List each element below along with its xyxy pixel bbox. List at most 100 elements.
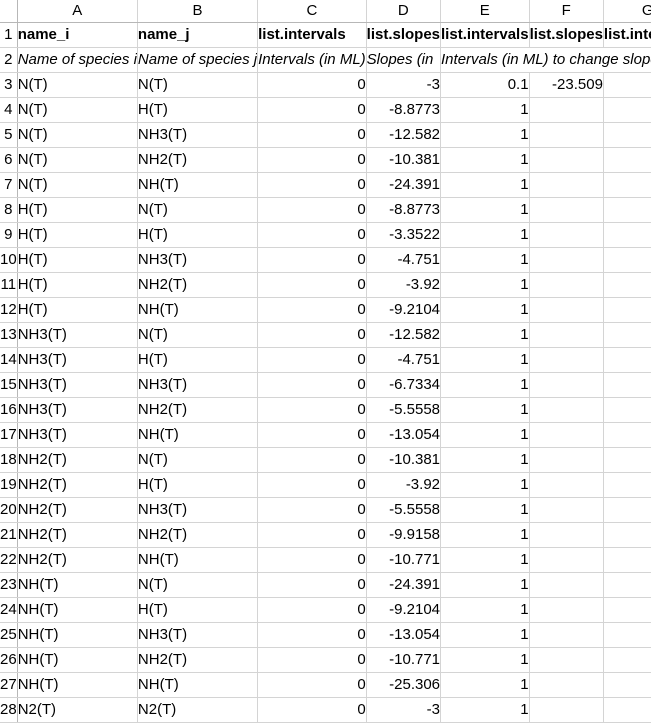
cell-a[interactable]: H(T)	[17, 297, 138, 323]
cell-c[interactable]: 0	[257, 647, 367, 673]
cell-e[interactable]: 1	[440, 697, 530, 723]
cell-a[interactable]: N2(T)	[17, 697, 138, 723]
cell-f[interactable]	[529, 597, 604, 623]
cell-f[interactable]	[529, 147, 604, 173]
cell-c[interactable]: 0	[257, 447, 367, 473]
cell-b[interactable]: N(T)	[137, 447, 259, 473]
cell-b[interactable]: H(T)	[137, 472, 259, 498]
row-header[interactable]: 20	[0, 497, 18, 523]
cell-f3[interactable]: -23.509	[529, 72, 604, 98]
cell-a[interactable]: H(T)	[17, 197, 138, 223]
cell-d[interactable]: -3.92	[366, 272, 442, 298]
row-header[interactable]: 27	[0, 672, 18, 698]
column-header-c[interactable]: C	[257, 0, 367, 23]
cell-d3[interactable]: -3	[366, 72, 442, 98]
row-header[interactable]: 26	[0, 647, 18, 673]
cell-e[interactable]: 1	[440, 497, 530, 523]
cell-e[interactable]: 1	[440, 672, 530, 698]
row-header[interactable]: 6	[0, 147, 18, 173]
cell-a[interactable]: H(T)	[17, 272, 138, 298]
cell-c[interactable]: 0	[257, 397, 367, 423]
cell-d[interactable]: -4.751	[366, 347, 442, 373]
cell-e[interactable]: 1	[440, 197, 530, 223]
cell-b[interactable]: NH3(T)	[137, 122, 259, 148]
cell-c[interactable]: 0	[257, 497, 367, 523]
cell-g[interactable]	[603, 247, 651, 273]
cell-e[interactable]: 1	[440, 472, 530, 498]
cell-a[interactable]: NH(T)	[17, 622, 138, 648]
cell-e[interactable]: 1	[440, 247, 530, 273]
cell-f[interactable]	[529, 247, 604, 273]
cell-e2[interactable]: Intervals (in ML) to change slopes.	[440, 47, 651, 73]
cell-b[interactable]: NH2(T)	[137, 147, 259, 173]
cell-c[interactable]: 0	[257, 147, 367, 173]
column-header-b[interactable]: B	[137, 0, 259, 23]
cell-c[interactable]: 0	[257, 172, 367, 198]
row-header[interactable]: 10	[0, 247, 18, 273]
row-header[interactable]: 18	[0, 447, 18, 473]
cell-e[interactable]: 1	[440, 547, 530, 573]
cell-d[interactable]: -9.9158	[366, 522, 442, 548]
cell-d2[interactable]: Slopes (in	[366, 47, 442, 73]
cell-d[interactable]: -9.2104	[366, 297, 442, 323]
cell-c[interactable]: 0	[257, 222, 367, 248]
cell-e[interactable]: 1	[440, 272, 530, 298]
cell-f[interactable]	[529, 547, 604, 573]
cell-f[interactable]	[529, 122, 604, 148]
row-header[interactable]: 16	[0, 397, 18, 423]
cell-a[interactable]: NH3(T)	[17, 422, 138, 448]
cell-e[interactable]: 1	[440, 622, 530, 648]
cell-c[interactable]: 0	[257, 472, 367, 498]
cell-c[interactable]: 0	[257, 547, 367, 573]
cell-e[interactable]: 1	[440, 97, 530, 123]
cell-f1[interactable]: list.slopes	[529, 22, 604, 48]
cell-g[interactable]	[603, 697, 651, 723]
cell-g[interactable]	[603, 372, 651, 398]
cell-d[interactable]: -10.771	[366, 647, 442, 673]
cell-b[interactable]: NH3(T)	[137, 247, 259, 273]
cell-g[interactable]	[603, 572, 651, 598]
cell-a[interactable]: NH3(T)	[17, 397, 138, 423]
cell-a[interactable]: N(T)	[17, 172, 138, 198]
cell-a[interactable]: H(T)	[17, 222, 138, 248]
cell-d[interactable]: -5.5558	[366, 397, 442, 423]
cell-c[interactable]: 0	[257, 422, 367, 448]
cell-b[interactable]: NH2(T)	[137, 272, 259, 298]
cell-b[interactable]: NH3(T)	[137, 497, 259, 523]
cell-c[interactable]: 0	[257, 272, 367, 298]
row-header[interactable]: 7	[0, 172, 18, 198]
cell-e[interactable]: 1	[440, 647, 530, 673]
cell-a2[interactable]: Name of species i	[17, 47, 138, 73]
cell-f[interactable]	[529, 472, 604, 498]
cell-d[interactable]: -12.582	[366, 322, 442, 348]
cell-c[interactable]: 0	[257, 297, 367, 323]
row-header[interactable]: 17	[0, 422, 18, 448]
cell-b[interactable]: H(T)	[137, 222, 259, 248]
cell-d[interactable]: -3.3522	[366, 222, 442, 248]
cell-c[interactable]: 0	[257, 322, 367, 348]
cell-e[interactable]: 1	[440, 122, 530, 148]
cell-g[interactable]	[603, 547, 651, 573]
cell-g[interactable]	[603, 122, 651, 148]
cell-a[interactable]: NH(T)	[17, 672, 138, 698]
cell-a[interactable]: N(T)	[17, 147, 138, 173]
row-header[interactable]: 21	[0, 522, 18, 548]
cell-f[interactable]	[529, 647, 604, 673]
cell-f[interactable]	[529, 172, 604, 198]
cell-d[interactable]: -13.054	[366, 422, 442, 448]
cell-f[interactable]	[529, 497, 604, 523]
cell-d[interactable]: -5.5558	[366, 497, 442, 523]
cell-f[interactable]	[529, 672, 604, 698]
cell-b[interactable]: NH(T)	[137, 672, 259, 698]
cell-b[interactable]: N(T)	[137, 197, 259, 223]
column-header-e[interactable]: E	[440, 0, 530, 23]
cell-d[interactable]: -10.771	[366, 547, 442, 573]
cell-b3[interactable]: N(T)	[137, 72, 259, 98]
cell-f[interactable]	[529, 97, 604, 123]
cell-a[interactable]: NH3(T)	[17, 347, 138, 373]
cell-b[interactable]: NH3(T)	[137, 622, 259, 648]
cell-d[interactable]: -10.381	[366, 147, 442, 173]
cell-e[interactable]: 1	[440, 372, 530, 398]
column-header-g[interactable]: G	[603, 0, 651, 23]
cell-e[interactable]: 1	[440, 447, 530, 473]
